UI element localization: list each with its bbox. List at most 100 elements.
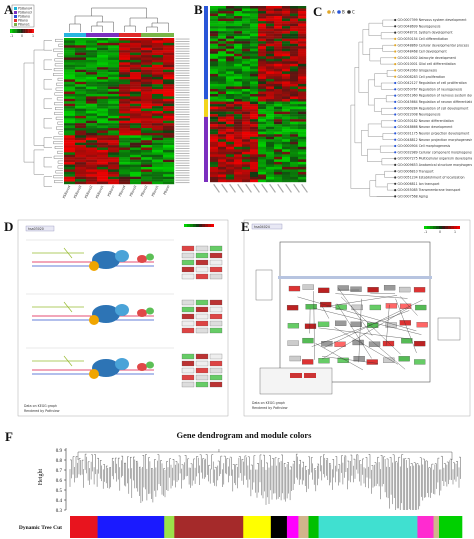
heat-cell — [75, 67, 87, 70]
heat-cell — [242, 149, 251, 153]
heat-cell — [290, 56, 299, 59]
heat-cell — [266, 126, 275, 130]
heat-cell — [242, 174, 251, 178]
scale-cell — [18, 29, 21, 33]
heat-cell — [130, 67, 142, 70]
heat-cell — [282, 88, 291, 92]
heat-cell — [258, 33, 267, 37]
heat-cell — [258, 83, 267, 87]
heat-cell — [152, 174, 164, 177]
heat-cell — [250, 83, 259, 87]
col-label — [213, 183, 220, 193]
gene-box — [209, 367, 223, 374]
heat-cell — [258, 23, 267, 27]
factor-red — [137, 309, 147, 317]
heat-cell — [218, 31, 227, 34]
heat-cell — [141, 74, 153, 78]
edge — [313, 291, 315, 360]
heat-cell — [298, 61, 307, 65]
panel-c-terms: GO:0007399 Nervous system developmentGO:… — [394, 18, 472, 199]
heat-cell — [250, 124, 259, 127]
heat-cell — [218, 109, 227, 112]
heat-cell — [97, 157, 109, 160]
heat-cell — [108, 135, 120, 138]
heat-cell — [282, 144, 291, 147]
factor-green — [146, 361, 154, 369]
heat-cell — [108, 142, 120, 146]
heat-cell — [130, 137, 142, 141]
heat-cell — [250, 146, 259, 150]
heat-cell — [242, 56, 251, 59]
heat-cell — [258, 78, 267, 82]
heat-cell — [141, 159, 153, 163]
heat-cell — [141, 79, 153, 82]
row-label — [175, 177, 190, 179]
group-cell — [130, 33, 141, 37]
tree-branch — [381, 158, 394, 166]
tree-branch — [350, 104, 370, 189]
heat-cell — [226, 73, 235, 77]
heat-cell — [141, 149, 153, 153]
heat-cell — [108, 171, 120, 175]
heat-cell — [266, 174, 275, 178]
dendro-branch — [53, 73, 63, 76]
dendro-branch — [56, 82, 63, 86]
row-label — [175, 72, 190, 74]
heat-cell — [163, 111, 175, 114]
gene-node — [385, 303, 398, 309]
heat-cell — [226, 46, 235, 49]
row-label — [175, 123, 190, 125]
heat-cell — [266, 43, 275, 47]
heat-cell — [152, 57, 164, 61]
transcription-stage — [26, 347, 223, 388]
heat-cell — [75, 103, 87, 107]
heat-cell — [152, 62, 164, 65]
tree-branch — [380, 57, 394, 65]
heat-cell — [250, 136, 259, 140]
heat-cell — [266, 166, 275, 170]
term-dot — [394, 100, 397, 103]
heat-cell — [152, 115, 164, 119]
heat-cell — [163, 171, 175, 175]
heat-cell — [86, 120, 98, 124]
edge — [370, 292, 396, 294]
heat-cell — [258, 146, 267, 150]
dendro-branch — [43, 40, 52, 51]
heat-cell — [152, 142, 164, 146]
heat-cell — [86, 162, 98, 165]
col-label — [277, 183, 284, 193]
heat-cell — [75, 76, 87, 80]
key-cell — [187, 224, 190, 227]
heat-cell — [274, 51, 283, 54]
heat-cell — [298, 88, 307, 92]
heat-cell — [226, 149, 235, 153]
heat-cell — [298, 101, 307, 105]
row-label — [175, 50, 190, 52]
heat-cell — [64, 120, 76, 124]
dendro-branch — [43, 118, 52, 129]
heat-cell — [141, 132, 153, 136]
heat-cell — [152, 103, 164, 107]
heat-cell — [97, 162, 109, 165]
heat-cell — [64, 113, 76, 117]
heat-cell — [119, 128, 131, 131]
heat-cell — [97, 81, 109, 85]
heat-cell — [282, 151, 291, 155]
heat-cell — [210, 36, 219, 39]
heat-cell — [234, 164, 243, 168]
heat-cell — [86, 72, 98, 75]
heat-cell — [298, 86, 307, 90]
heat-cell — [266, 106, 275, 110]
module-color — [298, 516, 309, 538]
gene-node — [366, 359, 378, 365]
heat-cell — [290, 94, 299, 97]
heat-cell — [130, 179, 142, 182]
heat-cell — [210, 43, 219, 47]
scale-cell — [27, 29, 29, 33]
key-tick: -1 — [424, 230, 427, 234]
heat-cell — [234, 23, 243, 27]
heat-cell — [75, 74, 87, 78]
dendro-branch — [43, 137, 52, 148]
heat-cell — [258, 48, 267, 52]
tree-branch — [354, 67, 362, 144]
